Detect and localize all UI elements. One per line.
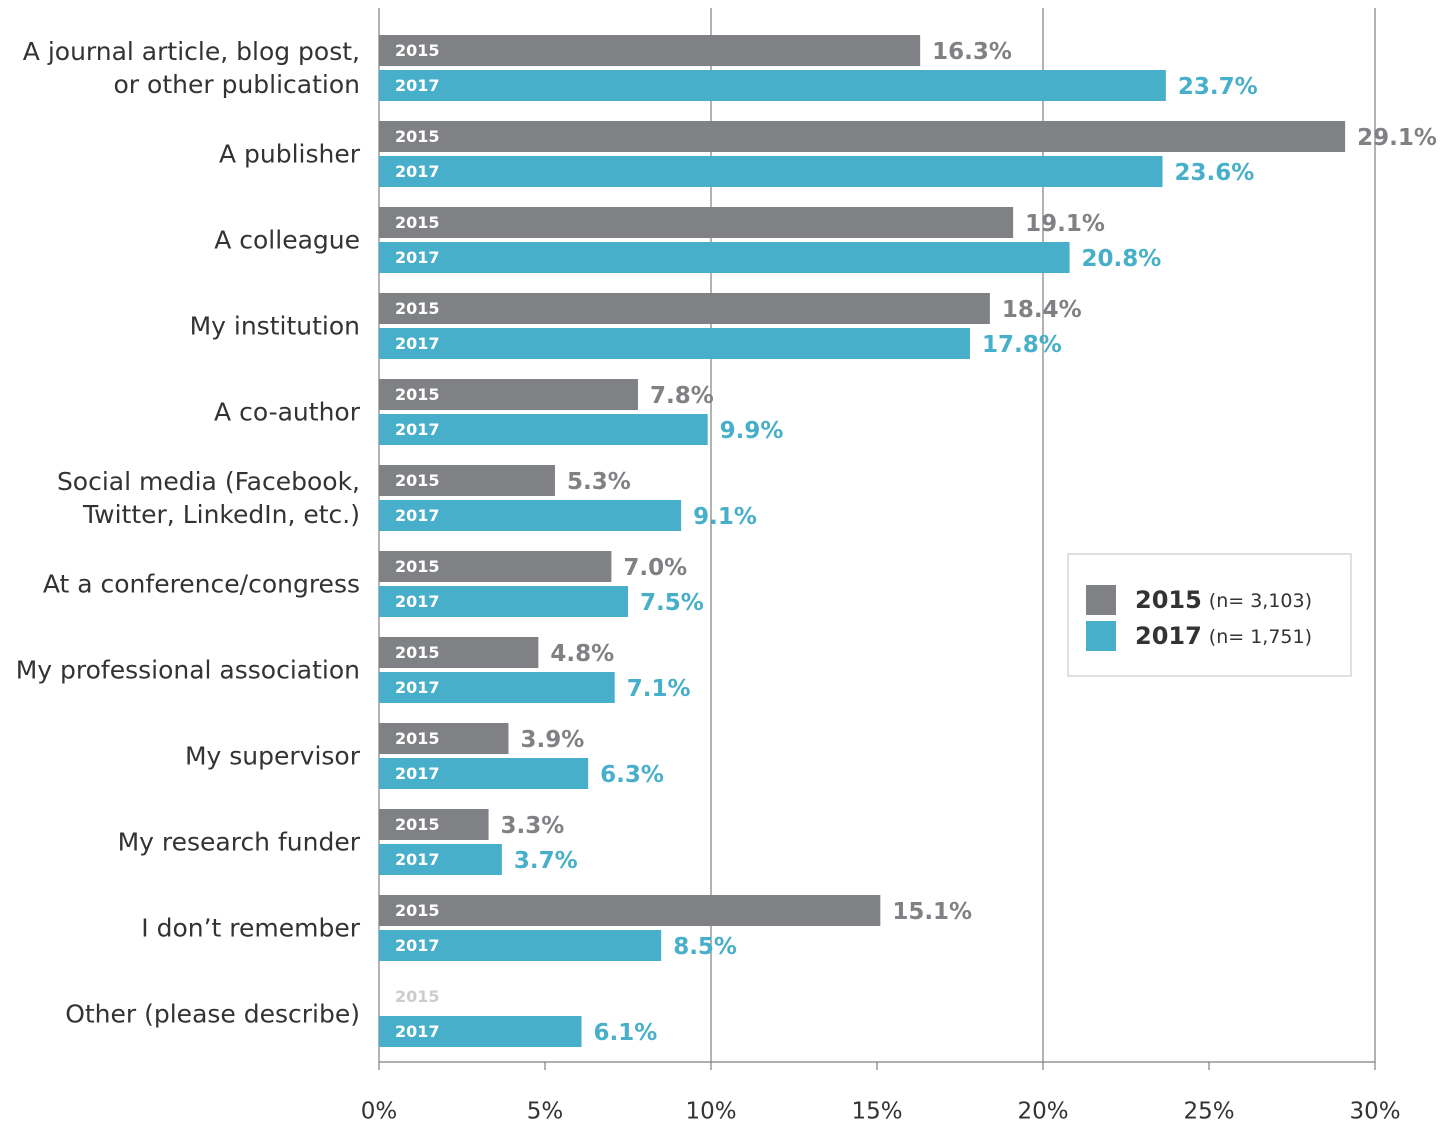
bar: [379, 379, 638, 410]
bar: [379, 465, 555, 496]
value-label: 17.8%: [982, 332, 1062, 358]
value-label: 20.8%: [1082, 246, 1162, 272]
category-label: My professional association: [15, 655, 360, 685]
bar-series-label: 2017: [395, 420, 440, 439]
bar-series-label: 2017: [395, 76, 440, 95]
bar-series-label: 2017: [395, 248, 440, 267]
value-label: 6.3%: [600, 762, 664, 788]
bar-series-label: 2017: [395, 764, 440, 783]
category-label: My research funder: [117, 827, 360, 857]
bar-series-label: 2015: [395, 299, 440, 318]
category-label: Social media (Facebook, Twitter, LinkedI…: [56, 467, 360, 529]
bar-series-label: 2015: [395, 213, 440, 232]
value-label: 4.8%: [550, 641, 614, 667]
bar-series-label: 2017: [395, 162, 440, 181]
value-label: 7.0%: [623, 555, 687, 581]
bar: [379, 723, 509, 754]
value-label: 3.3%: [501, 813, 565, 839]
bar: [379, 895, 881, 926]
value-label: 9.1%: [693, 504, 757, 530]
bar-series-label: 2017: [395, 850, 440, 869]
bar: [379, 930, 662, 961]
value-label: 29.1%: [1357, 125, 1437, 151]
bar-series-label: 2015: [395, 41, 440, 60]
x-tick-label: 20%: [1017, 1099, 1068, 1123]
bar-series-label: 2017: [395, 1022, 440, 1041]
category-label: I don’t remember: [141, 913, 360, 943]
bar-series-label: 2017: [395, 678, 440, 697]
bar: [379, 637, 539, 668]
bar: [379, 758, 589, 789]
bar: [379, 672, 615, 703]
bar: [379, 70, 1166, 101]
bar: [379, 586, 628, 617]
x-tick-label: 10%: [685, 1099, 736, 1123]
category-label: My supervisor: [184, 741, 360, 771]
category-label: A journal article, blog post, or other p…: [22, 37, 360, 99]
value-label: 18.4%: [1002, 297, 1082, 323]
category-label: A colleague: [214, 225, 360, 255]
bar-series-label: 2015: [395, 557, 440, 576]
value-label: 6.1%: [594, 1020, 658, 1046]
bar: [379, 156, 1163, 187]
legend-label: 2015 (n= 3,103): [1135, 586, 1312, 614]
category-label: A co-author: [214, 397, 360, 427]
bar: [379, 809, 489, 840]
bar: [379, 551, 612, 582]
bar-series-label: 2015: [395, 987, 440, 1006]
bar-series-label: 2015: [395, 643, 440, 662]
category-label: A publisher: [218, 139, 360, 169]
bar-series-label: 2015: [395, 729, 440, 748]
bar-series-label: 2017: [395, 334, 440, 353]
category-label: My institution: [189, 311, 360, 341]
value-label: 3.9%: [520, 727, 584, 753]
value-label: 9.9%: [720, 418, 784, 444]
bar: [379, 293, 990, 324]
bar: [379, 207, 1014, 238]
legend-note: (n= 1,751): [1209, 626, 1312, 648]
value-label: 5.3%: [567, 469, 631, 495]
legend-name: 2017: [1135, 622, 1202, 650]
value-label: 8.5%: [673, 934, 737, 960]
bar: [379, 242, 1070, 273]
value-label: 23.6%: [1175, 160, 1255, 186]
category-label: Other (please describe): [65, 999, 360, 1029]
x-tick-label: 15%: [851, 1099, 902, 1123]
bar-series-label: 2017: [395, 936, 440, 955]
bar-series-label: 2015: [395, 815, 440, 834]
legend-label: 2017 (n= 1,751): [1135, 622, 1312, 650]
bar: [379, 35, 921, 66]
legend-name: 2015: [1135, 586, 1202, 614]
value-label: 7.8%: [650, 383, 714, 409]
legend-swatch: [1086, 585, 1116, 615]
bar: [379, 328, 970, 359]
bar-series-label: 2015: [395, 471, 440, 490]
bar-series-label: 2015: [395, 385, 440, 404]
legend-swatch: [1086, 621, 1116, 651]
bar: [379, 121, 1346, 152]
value-label: 19.1%: [1025, 211, 1105, 237]
bar: [379, 1016, 582, 1047]
bar: [379, 500, 682, 531]
value-label: 15.1%: [892, 899, 972, 925]
bar-series-label: 2017: [395, 592, 440, 611]
bar: [379, 414, 708, 445]
bar-series-label: 2017: [395, 506, 440, 525]
value-label: 23.7%: [1178, 74, 1258, 100]
value-label: 3.7%: [514, 848, 578, 874]
value-label: 16.3%: [932, 39, 1012, 65]
bar: [379, 844, 502, 875]
bar-series-label: 2015: [395, 901, 440, 920]
bar-series-label: 2015: [395, 127, 440, 146]
x-tick-label: 30%: [1349, 1099, 1400, 1123]
value-label: 7.5%: [640, 590, 704, 616]
value-label: 7.1%: [627, 676, 691, 702]
x-tick-label: 25%: [1183, 1099, 1234, 1123]
category-label: At a conference/congress: [42, 569, 360, 599]
x-tick-label: 0%: [361, 1099, 398, 1123]
legend-note: (n= 3,103): [1209, 590, 1312, 612]
x-tick-label: 5%: [527, 1099, 564, 1123]
